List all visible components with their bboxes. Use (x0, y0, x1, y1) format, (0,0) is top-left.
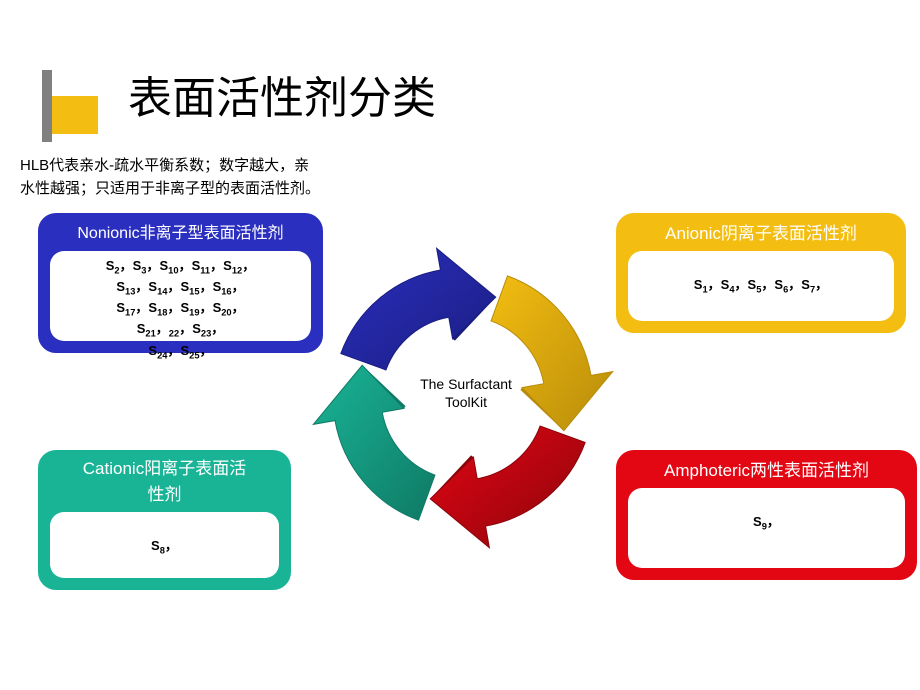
card-cationic-header: Cationic阳离子表面活性剂 (42, 454, 287, 512)
card-anionic-body: S1，S4，S5，S6，S7， (628, 251, 894, 321)
hlb-description: HLB代表亲水-疏水平衡系数；数字越大，亲水性越强；只适用于非离子型的表面活性剂… (20, 155, 320, 200)
card-nonionic: Nonionic非离子型表面活性剂 S2，S3，S10，S11，S12，S13，… (38, 213, 323, 353)
card-cationic: Cationic阳离子表面活性剂 S8， (38, 450, 291, 590)
card-nonionic-header: Nonionic非离子型表面活性剂 (42, 217, 319, 251)
card-amphoteric-body: S9， (628, 488, 905, 568)
center-label: The SurfactantToolKit (401, 375, 531, 411)
card-cationic-body: S8， (50, 512, 279, 578)
accent-gray-bar (42, 70, 52, 142)
card-amphoteric-header: Amphoteric两性表面活性剂 (620, 454, 913, 488)
card-nonionic-body: S2，S3，S10，S11，S12，S13，S14，S15，S16，S17，S1… (50, 251, 311, 341)
page-title: 表面活性剂分类 (128, 62, 436, 126)
card-anionic-header: Anionic阴离子表面活性剂 (620, 217, 902, 251)
card-amphoteric: Amphoteric两性表面活性剂 S9， (616, 450, 917, 580)
card-anionic: Anionic阴离子表面活性剂 S1，S4，S5，S6，S7， (616, 213, 906, 333)
